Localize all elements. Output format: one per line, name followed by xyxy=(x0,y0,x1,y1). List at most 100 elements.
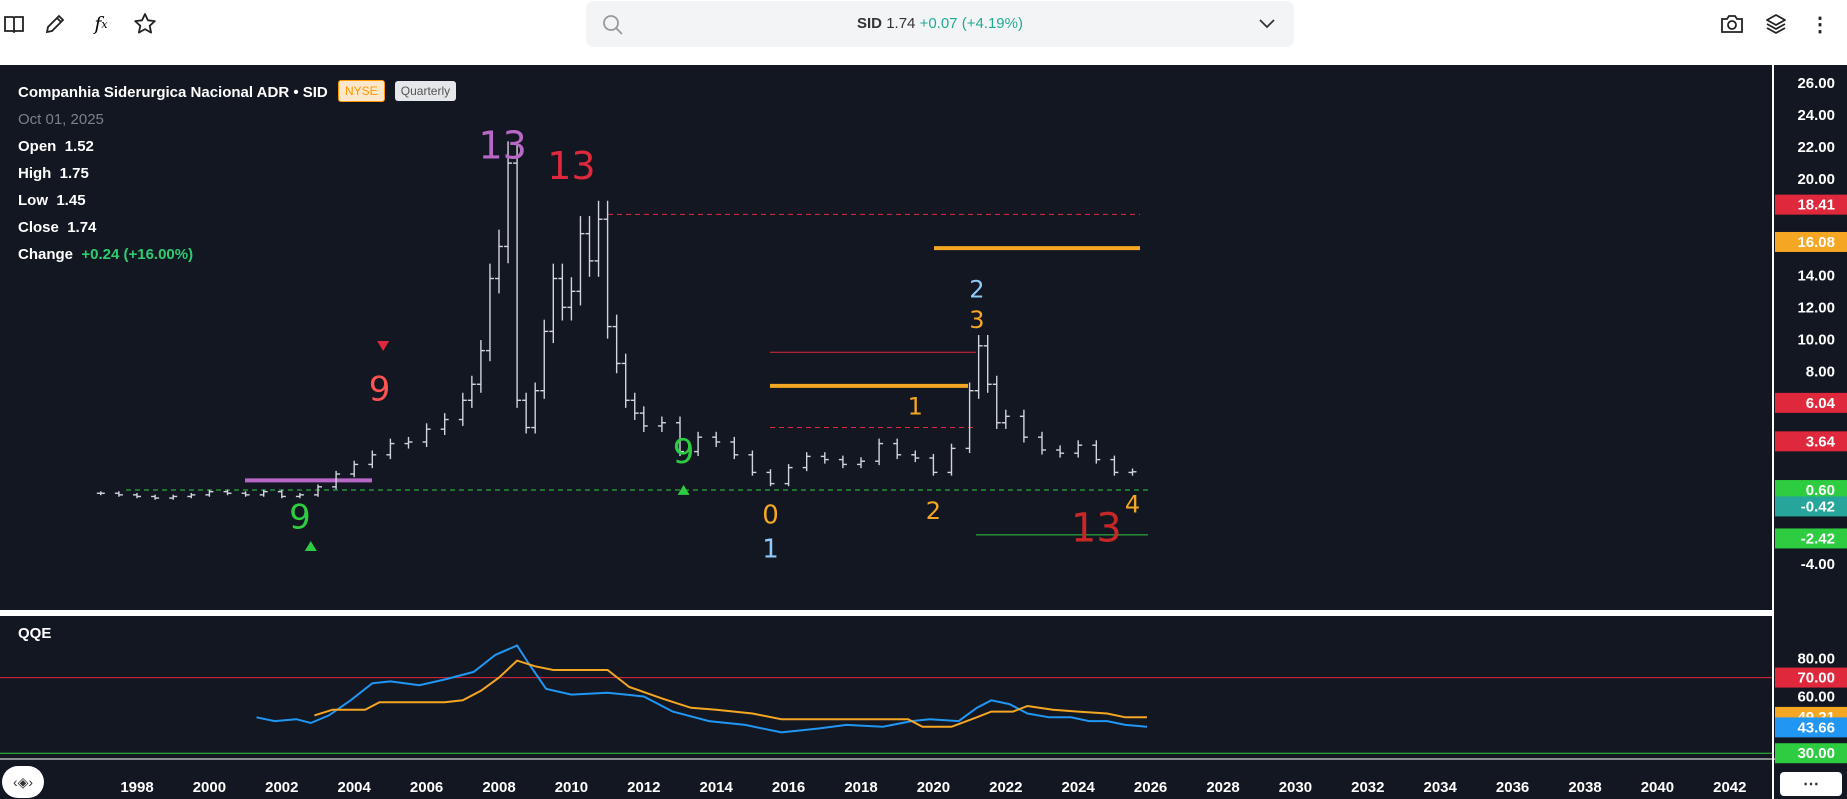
qqe-slow-line xyxy=(314,659,1147,728)
pencil-icon[interactable] xyxy=(43,12,67,36)
chart-area[interactable]: 9 9 13 13 9 0 1 2 3 1 2 4 13 26.00 24.00 22.00 20.00 14.0… xyxy=(0,65,1847,799)
price-tick-label: -4.00 xyxy=(1801,556,1835,573)
qqe-price-label: 43.66 xyxy=(1797,719,1835,736)
time-tick-label: 2040 xyxy=(1641,779,1674,796)
change-row: Change +0.24 (+16.00%) xyxy=(18,241,456,268)
sell-arrow xyxy=(377,341,390,352)
price-tick-label: 12.00 xyxy=(1797,299,1835,316)
symbol-change-pct: (+4.19%) xyxy=(961,15,1023,32)
low-value: 1.45 xyxy=(56,192,86,209)
price-label-bg xyxy=(1775,528,1847,549)
time-tick-label: 2006 xyxy=(410,779,443,796)
time-tick-label: 2010 xyxy=(555,779,588,796)
symbol-change: +0.07 xyxy=(919,15,958,32)
price-label: 3.64 xyxy=(1806,433,1836,450)
star-icon[interactable] xyxy=(133,12,157,36)
price-label: 6.04 xyxy=(1806,395,1836,412)
low-label: Low xyxy=(18,192,48,209)
count-label: 13 xyxy=(1071,505,1122,551)
time-tick-label: 2012 xyxy=(627,779,660,796)
time-tick-label: 1998 xyxy=(120,779,153,796)
change-label: Change xyxy=(18,246,74,263)
price-tick-label: 8.00 xyxy=(1806,363,1835,380)
price-label: 18.41 xyxy=(1797,197,1835,214)
qqe-price-label-bg xyxy=(1775,667,1847,688)
price-tick-label: 26.00 xyxy=(1797,75,1835,92)
time-tick-label: 2036 xyxy=(1496,779,1529,796)
time-tick-label: 2008 xyxy=(482,779,515,796)
price-tick-label: 10.00 xyxy=(1797,331,1835,348)
more-vertical-icon[interactable]: ⋮ xyxy=(1810,13,1830,36)
qqe-indicator-label[interactable]: QQE xyxy=(18,625,52,642)
time-tick-label: 2020 xyxy=(917,779,950,796)
price-label: 16.08 xyxy=(1797,234,1835,251)
more-button[interactable]: ⋯ xyxy=(1780,772,1842,796)
count-label: 13 xyxy=(478,123,526,167)
count-label: 13 xyxy=(547,144,595,188)
search-icon xyxy=(603,15,623,35)
open-label: Open xyxy=(18,138,57,155)
time-tick-label: 2030 xyxy=(1279,779,1312,796)
camera-icon[interactable] xyxy=(1720,12,1744,36)
time-tick-label: 2034 xyxy=(1424,779,1458,796)
bar-date: Oct 01, 2025 xyxy=(18,111,104,128)
price-label-bg xyxy=(1775,231,1847,252)
price-tick-label: 20.00 xyxy=(1797,171,1835,188)
exchange-badge: NYSE xyxy=(337,80,385,102)
high-value: 1.75 xyxy=(59,165,89,182)
price-label-bg xyxy=(1775,496,1847,517)
time-tick-label: 2032 xyxy=(1351,779,1384,796)
chevron-down-icon[interactable] xyxy=(1258,18,1276,30)
qqe-fast-line xyxy=(256,644,1148,734)
time-tick-label: 2002 xyxy=(265,779,298,796)
time-tick-label: 2038 xyxy=(1568,779,1601,796)
price-tick-label: 24.00 xyxy=(1797,107,1835,124)
count-label: 3 xyxy=(969,306,984,334)
count-label: 4 xyxy=(1125,490,1140,518)
symbol-search-box[interactable]: SID 1.74 +0.07 (+4.19%) xyxy=(586,1,1294,47)
layers-icon[interactable] xyxy=(1764,12,1788,36)
close-row: Close 1.74 xyxy=(18,214,456,241)
count-label: 9 xyxy=(369,369,391,409)
count-label: 1 xyxy=(762,534,779,564)
buy-arrow xyxy=(677,484,690,495)
count-label: 9 xyxy=(673,432,695,472)
close-label: Close xyxy=(18,219,59,236)
time-tick-label: 2014 xyxy=(700,779,734,796)
price-label: 0.60 xyxy=(1806,482,1835,499)
price-label-bg xyxy=(1775,392,1847,413)
chart-legend: Companhia Siderurgica Nacional ADR • SID… xyxy=(18,79,457,268)
pane-separator xyxy=(0,610,1847,616)
interval-badge[interactable]: Quarterly xyxy=(394,81,457,101)
close-value: 1.74 xyxy=(67,219,97,236)
time-tick-label: 2028 xyxy=(1206,779,1239,796)
qqe-tick-label: 60.00 xyxy=(1797,689,1835,706)
open-row: Open 1.52 xyxy=(18,133,456,160)
time-tick-label: 2000 xyxy=(193,779,226,796)
price-label: -0.42 xyxy=(1801,498,1835,515)
high-label: High xyxy=(18,165,52,182)
time-tick-label: 2004 xyxy=(338,779,372,796)
qqe-price-label: 30.00 xyxy=(1797,745,1835,762)
time-tick-label: 2042 xyxy=(1713,779,1746,796)
qqe-price-label-bg xyxy=(1775,743,1847,764)
price-label: -2.42 xyxy=(1801,530,1835,547)
chart-navigation-button[interactable]: ‹◈› xyxy=(2,766,44,798)
count-label: 1 xyxy=(908,393,923,421)
count-label: 9 xyxy=(289,498,311,538)
change-value: +0.24 (+16.00%) xyxy=(81,246,194,263)
qqe-tick-label: 80.00 xyxy=(1797,651,1835,668)
count-label: 2 xyxy=(926,497,941,525)
book-icon[interactable] xyxy=(2,12,26,36)
time-tick-label: 2024 xyxy=(1062,779,1096,796)
price-tick-label: 22.00 xyxy=(1797,139,1835,156)
price-label-bg xyxy=(1775,431,1847,452)
price-label-bg xyxy=(1775,480,1847,501)
instrument-title: Companhia Siderurgica Nacional ADR • SID xyxy=(18,84,328,101)
time-tick-label: 2022 xyxy=(989,779,1022,796)
qqe-price-label-bg xyxy=(1775,717,1847,738)
price-tick-label: 14.00 xyxy=(1797,267,1835,284)
